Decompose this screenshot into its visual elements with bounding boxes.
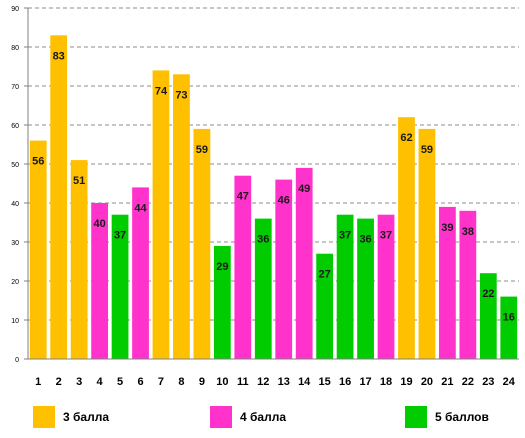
data-label: 62 xyxy=(400,132,412,144)
data-label: 16 xyxy=(503,312,515,324)
x-tick-label: 1 xyxy=(35,376,41,388)
y-tick-label: 0 xyxy=(15,357,19,364)
y-tick-label: 10 xyxy=(11,318,19,325)
legend-item-5-ballov: 5 баллов xyxy=(405,406,489,428)
gridlines xyxy=(28,7,519,321)
y-axis-ticks: 0 10 20 30 40 50 60 70 80 90 xyxy=(11,6,28,364)
x-tick-label: 9 xyxy=(199,376,205,388)
data-label: 56 xyxy=(32,156,44,168)
bar-2 xyxy=(50,35,68,360)
legend-label-5-ballov: 5 баллов xyxy=(435,410,489,424)
data-label: 51 xyxy=(73,175,85,187)
bar-11 xyxy=(234,175,252,359)
bar-23 xyxy=(479,273,497,359)
bar-13 xyxy=(275,179,293,359)
x-tick-label: 19 xyxy=(400,376,412,388)
x-tick-label: 20 xyxy=(421,376,433,388)
data-label: 59 xyxy=(196,144,208,156)
data-label: 37 xyxy=(114,230,126,242)
bar-10 xyxy=(213,245,231,359)
data-label: 36 xyxy=(359,234,371,246)
legend-swatch-3-balla xyxy=(33,406,55,428)
bar-18 xyxy=(377,214,395,359)
data-label: 37 xyxy=(339,230,351,242)
bar-3 xyxy=(70,160,88,359)
data-label: 27 xyxy=(319,269,331,281)
x-tick-label: 3 xyxy=(76,376,82,388)
x-tick-label: 14 xyxy=(298,376,311,388)
legend-item-4-balla: 4 балла xyxy=(210,406,286,428)
y-tick-label: 70 xyxy=(11,84,19,91)
bar-21 xyxy=(439,206,456,359)
legend-item-3-balla: 3 балла xyxy=(33,406,109,428)
legend-label-4-balla: 4 балла xyxy=(240,410,287,424)
bar-4 xyxy=(91,203,108,359)
y-tick-label: 30 xyxy=(11,240,19,247)
bar-17 xyxy=(357,218,374,359)
x-axis-ticks: 1 2 3 4 5 6 7 8 9 10 11 12 13 14 15 16 17 18 19 20 21 22 23 24 xyxy=(35,376,516,388)
x-tick-label: 11 xyxy=(237,376,249,388)
bar-16 xyxy=(336,214,354,359)
data-label: 37 xyxy=(380,230,392,242)
bar-20 xyxy=(418,128,436,359)
x-tick-label: 15 xyxy=(319,376,331,388)
x-tick-label: 23 xyxy=(482,376,494,388)
legend-swatch-4-balla xyxy=(210,406,232,428)
y-tick-label: 50 xyxy=(11,162,19,169)
bar-15 xyxy=(316,253,334,359)
bar-6 xyxy=(132,187,149,359)
bar-1 xyxy=(29,140,47,359)
bar-24 xyxy=(500,296,518,359)
x-tick-label: 22 xyxy=(462,376,474,388)
data-label: 38 xyxy=(462,226,474,238)
bar-5 xyxy=(111,214,129,359)
bar-14 xyxy=(295,167,313,359)
legend-swatch-5-ballov xyxy=(405,406,427,428)
x-tick-label: 24 xyxy=(503,376,516,388)
x-tick-label: 18 xyxy=(380,376,392,388)
y-tick-label: 60 xyxy=(11,123,19,130)
x-tick-label: 4 xyxy=(97,376,104,388)
x-tick-label: 2 xyxy=(56,376,62,388)
data-label: 39 xyxy=(441,222,453,234)
bar-9 xyxy=(193,128,211,359)
y-tick-label: 90 xyxy=(11,6,19,13)
bars xyxy=(29,35,518,360)
y-tick-label: 20 xyxy=(11,279,19,286)
bar-22 xyxy=(459,210,477,359)
y-tick-label: 40 xyxy=(11,201,19,208)
data-label: 22 xyxy=(482,288,494,300)
bar-7 xyxy=(152,70,170,360)
x-tick-label: 10 xyxy=(216,376,228,388)
legend-label-3-balla: 3 балла xyxy=(63,410,110,424)
x-tick-label: 17 xyxy=(359,376,371,388)
bar-19 xyxy=(398,117,415,359)
x-tick-label: 12 xyxy=(257,376,269,388)
data-label: 40 xyxy=(93,218,105,230)
x-tick-label: 6 xyxy=(137,376,143,388)
x-tick-label: 7 xyxy=(158,376,164,388)
bar-12 xyxy=(254,218,272,359)
x-tick-label: 5 xyxy=(117,376,123,388)
data-label: 46 xyxy=(278,195,290,207)
x-tick-label: 16 xyxy=(339,376,351,388)
data-label: 47 xyxy=(237,191,249,203)
data-label: 83 xyxy=(53,50,65,62)
x-tick-label: 13 xyxy=(278,376,290,388)
x-tick-label: 8 xyxy=(178,376,184,388)
data-label: 59 xyxy=(421,144,433,156)
data-label: 49 xyxy=(298,183,310,195)
data-label: 36 xyxy=(257,234,269,246)
data-label: 73 xyxy=(175,89,187,101)
data-labels: 56 83 51 40 37 44 74 73 59 29 47 36 46 49 27 37 36 37 62 59… xyxy=(32,50,515,323)
data-label: 44 xyxy=(134,202,147,214)
x-tick-label: 21 xyxy=(441,376,453,388)
bar-8 xyxy=(173,74,190,360)
data-label: 74 xyxy=(155,85,168,97)
y-tick-label: 80 xyxy=(11,45,19,52)
data-label: 29 xyxy=(216,261,228,273)
